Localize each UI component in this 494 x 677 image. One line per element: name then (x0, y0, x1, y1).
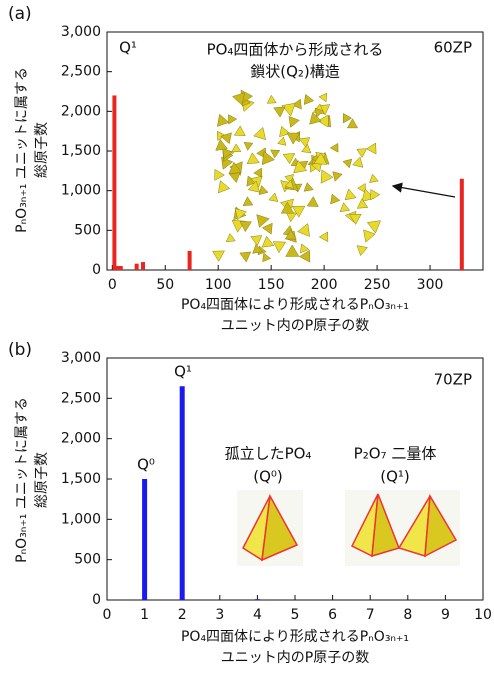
y-tick-label: 500 (74, 222, 101, 238)
annotation: (Q⁰) (253, 468, 283, 486)
page: {"chart_data": [ {"type": "bar", "panel_… (0, 0, 494, 677)
annotation: PO₄四面体から形成される (207, 41, 384, 59)
y-axis-label: PₙO₃ₙ₊₁ ユニットに属する (14, 67, 30, 233)
x-axis-label: ユニット内のP原子の数 (221, 650, 369, 666)
x-axis-label: PO₄四面体により形成されるPₙO₃ₙ₊₁ (181, 629, 409, 645)
x-axis-label: PO₄四面体により形成されるPₙO₃ₙ₊₁ (181, 297, 409, 313)
annotation: 孤立したPO₄ (225, 445, 312, 463)
bar (255, 599, 260, 600)
bar (135, 264, 139, 270)
x-tick-label: 8 (403, 607, 412, 623)
annotation: (Q¹) (380, 468, 410, 486)
bar (112, 95, 116, 270)
y-tick-label: 2,500 (61, 64, 101, 80)
x-tick-label: 50 (156, 277, 174, 293)
bar (180, 386, 185, 600)
annotation: P₂O₇ 二量体 (354, 445, 437, 463)
x-tick-label: 4 (253, 607, 262, 623)
y-axis-label: 総原子数 (34, 452, 50, 508)
x-tick-label: 10 (474, 607, 492, 623)
y-axis-label: 総原子数 (34, 122, 50, 178)
y-tick-label: 3,000 (61, 350, 101, 366)
y-tick-label: 1,500 (61, 143, 101, 159)
x-tick-label: 250 (364, 277, 391, 293)
x-tick-label: 1 (140, 607, 149, 623)
panel-label: (a) (8, 4, 32, 24)
annotation: 鎖状(Q₂)構造 (250, 63, 340, 81)
x-tick-label: 100 (205, 277, 232, 293)
y-axis-label: PₙO₃ₙ₊₁ ユニットに属する (14, 397, 30, 563)
annotation: Q¹ (119, 39, 137, 57)
y-tick-label: 1,000 (61, 511, 101, 527)
bar (142, 479, 147, 600)
y-tick-label: 1,500 (61, 471, 101, 487)
panel-label: (b) (8, 340, 32, 360)
x-tick-label: 0 (108, 277, 117, 293)
bar (119, 266, 123, 270)
x-tick-label: 200 (311, 277, 338, 293)
x-tick-label: 9 (441, 607, 450, 623)
x-tick-label: 0 (103, 607, 112, 623)
x-tick-label: 300 (417, 277, 444, 293)
y-tick-label: 0 (92, 262, 101, 278)
y-tick-label: 2,000 (61, 103, 101, 119)
annotation: 60ZP (434, 39, 472, 57)
y-tick-label: 500 (74, 552, 101, 568)
x-tick-label: 6 (328, 607, 337, 623)
y-tick-label: 3,000 (61, 24, 101, 40)
x-tick-label: 3 (215, 607, 224, 623)
x-axis-label: ユニット内のP原子の数 (221, 318, 369, 334)
annotation: Q⁰ (137, 456, 155, 474)
bar (141, 262, 145, 270)
arrow (393, 186, 455, 197)
annotation: Q¹ (174, 363, 192, 381)
y-tick-label: 1,000 (61, 183, 101, 199)
x-tick-label: 5 (291, 607, 300, 623)
x-tick-label: 7 (366, 607, 375, 623)
bar (188, 251, 192, 270)
x-tick-label: 2 (178, 607, 187, 623)
y-tick-label: 0 (92, 592, 101, 608)
figure: (a)05001,0001,5002,0002,5003,00005010015… (0, 0, 494, 677)
y-tick-label: 2,500 (61, 390, 101, 406)
y-tick-label: 2,000 (61, 431, 101, 447)
annotation: 70ZP (434, 371, 472, 389)
x-tick-label: 150 (258, 277, 285, 293)
bar (460, 179, 464, 270)
